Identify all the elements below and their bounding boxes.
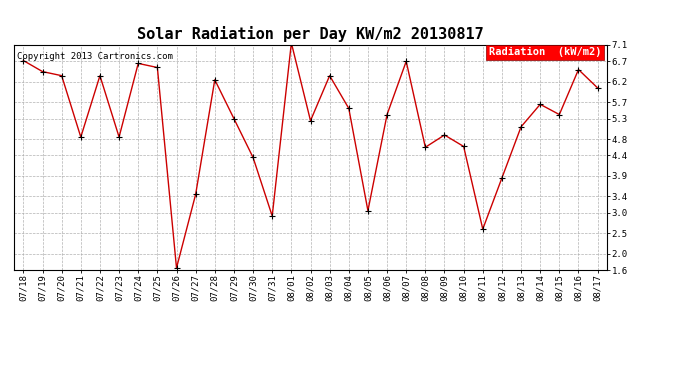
Title: Solar Radiation per Day KW/m2 20130817: Solar Radiation per Day KW/m2 20130817 [137, 27, 484, 42]
Text: Copyright 2013 Cartronics.com: Copyright 2013 Cartronics.com [17, 52, 172, 61]
Text: Radiation  (kW/m2): Radiation (kW/m2) [489, 47, 601, 57]
